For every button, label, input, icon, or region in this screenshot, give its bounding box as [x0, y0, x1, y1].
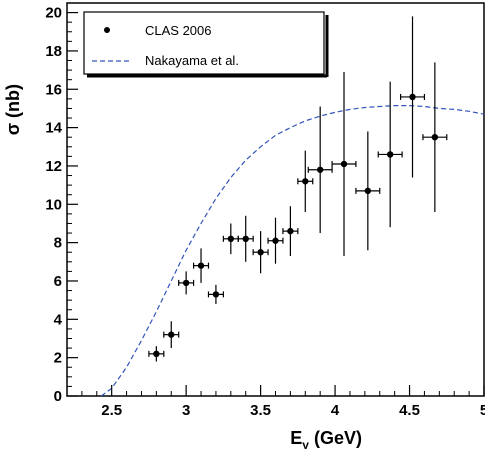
nakayama-curve: [100, 104, 485, 397]
x-tick-label: 3.5: [250, 402, 271, 419]
y-tick-label: 18: [45, 43, 62, 60]
x-tick-label: 4: [331, 402, 340, 419]
data-point: [331, 72, 357, 257]
legend-label-nakayama: Nakayama et al.: [145, 53, 239, 68]
data-point: [252, 231, 269, 274]
data-point: [192, 248, 210, 283]
data-marker: [153, 350, 160, 358]
y-axis-title: σ (nb): [3, 84, 23, 135]
data-point: [297, 150, 314, 212]
data-point: [400, 16, 426, 178]
y-tick-label: 6: [54, 273, 62, 290]
data-marker: [386, 151, 394, 158]
data-point: [267, 217, 284, 264]
y-tick-label: 12: [45, 158, 62, 175]
x-tick-label: 2.5: [101, 402, 122, 419]
data-marker: [409, 93, 416, 101]
data-point: [307, 106, 333, 234]
data-marker: [242, 235, 249, 242]
data-point: [377, 81, 403, 228]
y-tick-label: 20: [45, 5, 62, 22]
model-curve-layer: [100, 104, 485, 397]
data-marker: [168, 331, 175, 338]
data-point: [422, 62, 448, 212]
x-tick-label: 4.5: [399, 402, 420, 419]
data-point: [237, 215, 254, 262]
data-marker: [257, 249, 264, 256]
data-marker: [212, 291, 220, 298]
data-point: [207, 284, 224, 304]
data-marker: [302, 178, 309, 185]
y-tick-label: 16: [45, 81, 62, 98]
data-point: [222, 223, 239, 255]
data-marker: [227, 235, 235, 242]
legend: CLAS 2006 Nakayama et al.: [83, 11, 329, 78]
axis-ticks-layer: 2.5 3 3.5 4 4.5 5 0 2 4 6 8 10 12 14 16 18 20: [45, 2, 485, 419]
y-tick-label: 4: [54, 311, 63, 328]
y-tick-label: 8: [54, 235, 62, 252]
data-point: [178, 271, 195, 295]
data-marker: [272, 237, 279, 244]
data-marker: [182, 279, 190, 287]
y-tick-label: 14: [45, 120, 62, 137]
y-tick-label: 0: [54, 388, 62, 405]
legend-label-clas: CLAS 2006: [145, 23, 212, 38]
data-point: [163, 321, 180, 349]
data-marker: [340, 160, 348, 168]
legend-box: [83, 11, 325, 75]
y-tick-label: 10: [45, 196, 62, 213]
legend-marker-clas: [104, 27, 110, 33]
x-tick-label: 5: [480, 402, 485, 419]
data-points-layer: [148, 16, 448, 362]
data-point: [148, 346, 165, 362]
x-tick-label: 3: [182, 402, 190, 419]
data-marker: [316, 166, 324, 173]
data-point: [355, 131, 381, 251]
x-axis-title: Eγ (GeV): [290, 428, 362, 449]
data-marker: [431, 133, 439, 141]
data-point: [282, 206, 299, 257]
y-tick-label: 2: [54, 350, 62, 367]
data-marker: [197, 262, 205, 269]
data-marker: [287, 227, 294, 235]
data-marker: [364, 187, 372, 195]
